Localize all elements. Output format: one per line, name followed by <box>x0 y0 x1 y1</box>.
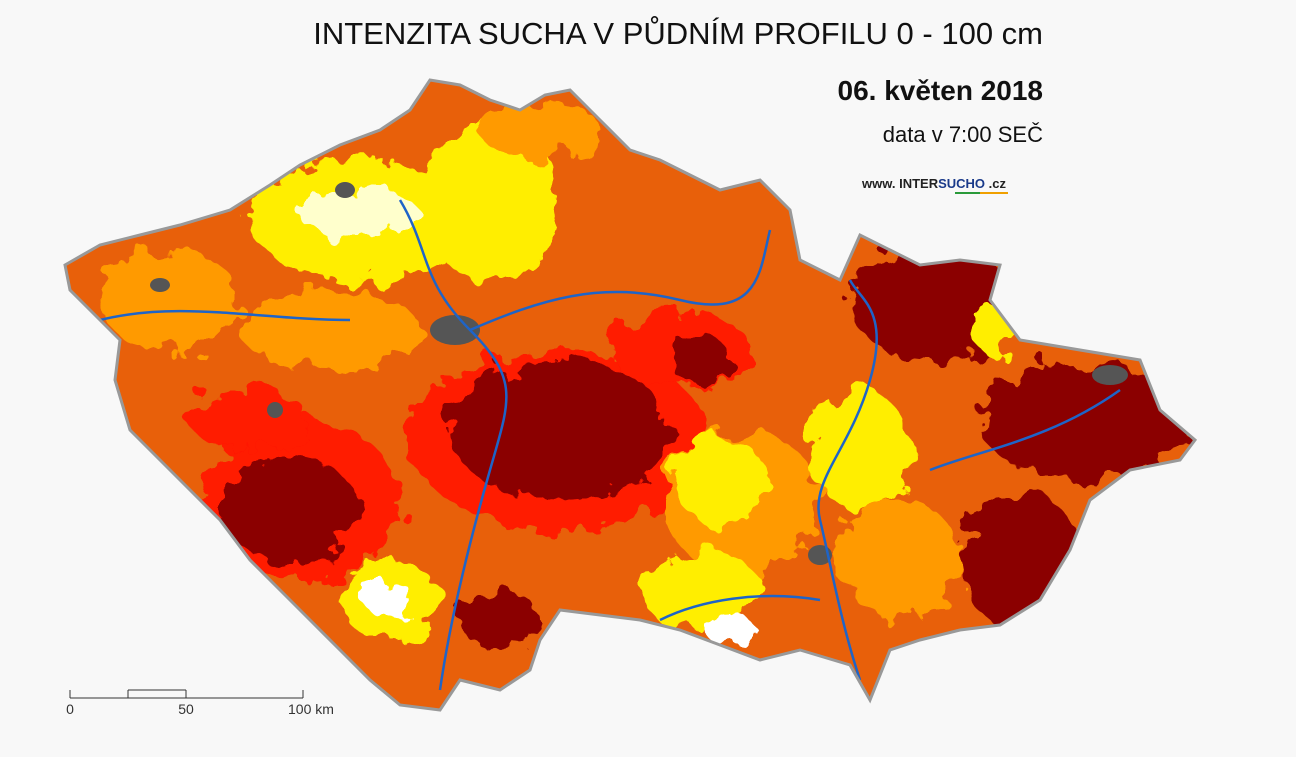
scale-label: 0 <box>66 701 74 717</box>
country-border <box>63 78 1198 712</box>
logo-brand-b: SUCHO <box>938 176 985 191</box>
logo-prefix: www. <box>861 176 895 191</box>
logo-brand-a: INTER <box>899 176 939 191</box>
logo-suffix: .cz <box>989 176 1007 191</box>
rivers <box>99 199 1121 691</box>
data-time: data v 7:00 SEČ <box>883 122 1043 147</box>
logo: www. INTERSUCHO .cz <box>861 176 1007 191</box>
scale-label: 50 <box>178 701 194 717</box>
urban-areas <box>150 182 1128 565</box>
scale-bar <box>69 689 304 699</box>
scale-label: 100 km <box>288 701 334 717</box>
map-title: INTENZITA SUCHA V PŮDNÍM PROFILU 0 - 100… <box>313 15 1043 51</box>
map-date: 06. květen 2018 <box>838 75 1044 106</box>
